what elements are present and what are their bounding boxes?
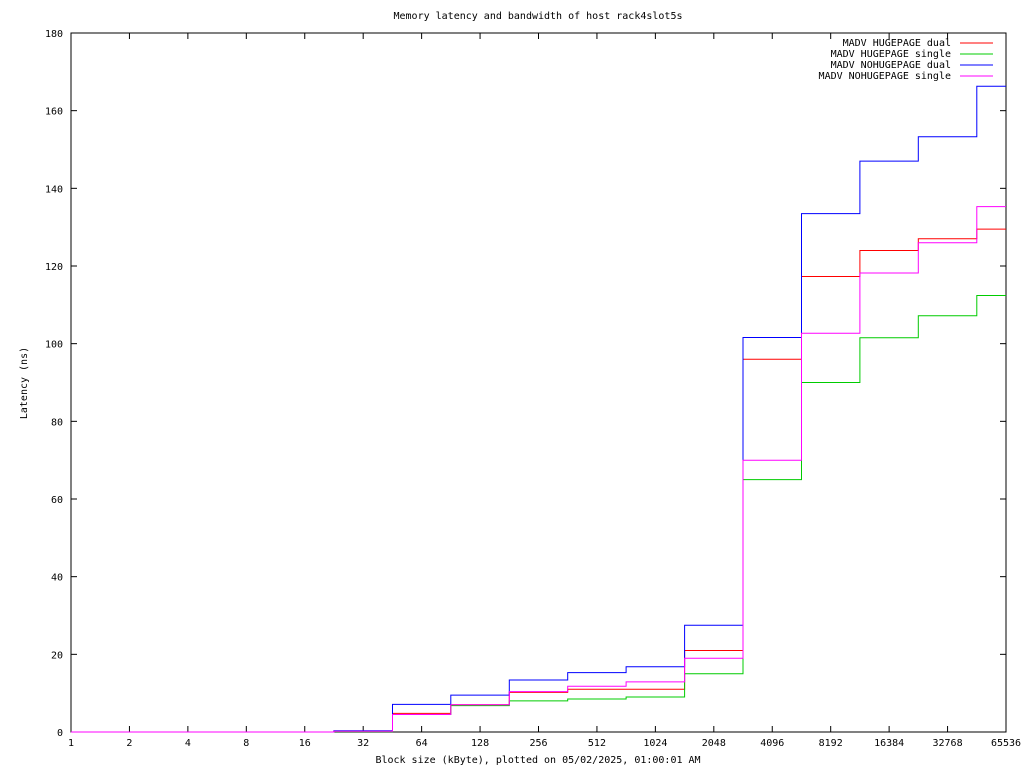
y-tick-label: 180	[45, 29, 63, 40]
x-tick-label: 32768	[933, 738, 963, 749]
x-tick-label: 1	[68, 738, 74, 749]
y-tick-label: 0	[57, 728, 63, 739]
x-tick-label: 16	[299, 738, 311, 749]
y-tick-label: 100	[45, 340, 63, 351]
x-tick-label: 64	[416, 738, 428, 749]
x-tick-label: 65536	[991, 738, 1021, 749]
x-tick-label: 4	[185, 738, 191, 749]
y-tick-label: 80	[51, 417, 63, 428]
y-tick-label: 20	[51, 650, 63, 661]
x-tick-label: 4096	[760, 738, 784, 749]
x-tick-label: 16384	[874, 738, 904, 749]
x-tick-label: 1024	[643, 738, 667, 749]
y-axis-label: Latency (ns)	[19, 347, 30, 419]
x-tick-label: 8192	[819, 738, 843, 749]
x-tick-label: 32	[357, 738, 369, 749]
x-axis-label: Block size (kByte), plotted on 05/02/202…	[375, 755, 700, 766]
y-tick-label: 120	[45, 262, 63, 273]
series-line	[71, 295, 1006, 733]
y-tick-label: 140	[45, 184, 63, 195]
axis-ticks: 1 2 4 8 16 32 64 128 256 512 1024 2048 4096 8192 16384…	[45, 29, 1021, 749]
series-line	[71, 206, 1006, 733]
series-line	[71, 228, 1006, 733]
legend-label: MADV HUGEPAGE dual	[843, 38, 951, 49]
y-tick-label: 60	[51, 495, 63, 506]
x-tick-label: 512	[588, 738, 606, 749]
y-tick-label: 40	[51, 573, 63, 584]
x-tick-label: 256	[529, 738, 547, 749]
x-tick-label: 2048	[702, 738, 726, 749]
legend-label: MADV HUGEPAGE single	[831, 49, 951, 60]
legend-label: MADV NOHUGEPAGE single	[819, 71, 951, 82]
y-tick-label: 160	[45, 107, 63, 118]
series-line	[71, 85, 1006, 733]
plot-frame	[70, 32, 1007, 733]
x-tick-label: 128	[471, 738, 489, 749]
legend-label: MADV NOHUGEPAGE dual	[831, 60, 951, 71]
series-lines	[71, 85, 1006, 733]
x-tick-label: 8	[243, 738, 249, 749]
chart-title: Memory latency and bandwidth of host rac…	[394, 11, 683, 22]
x-tick-label: 2	[126, 738, 132, 749]
